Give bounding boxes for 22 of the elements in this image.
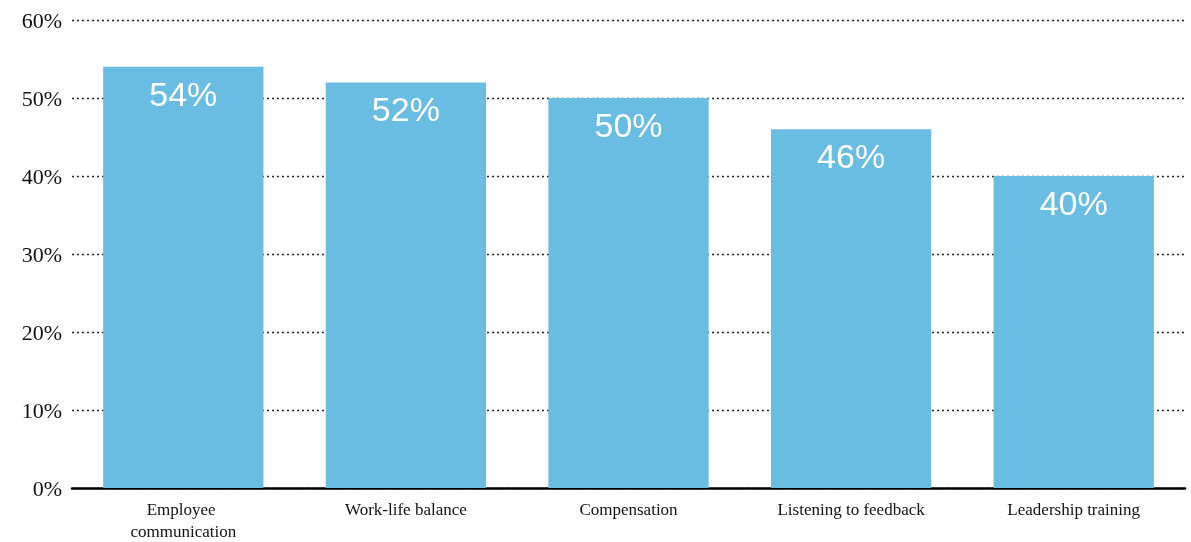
y-tick-label: 20% bbox=[21, 319, 62, 345]
x-tick-label: Work-life balance bbox=[344, 499, 467, 519]
x-tick-label: Employee communication bbox=[130, 499, 237, 541]
x-tick-label: Listening to feedback bbox=[777, 499, 926, 519]
x-tick-label: Compensation bbox=[579, 499, 679, 519]
data-label: 46% bbox=[817, 137, 886, 176]
bar bbox=[993, 176, 1154, 488]
y-tick-label: 60% bbox=[21, 7, 62, 33]
y-tick-label: 50% bbox=[21, 85, 62, 111]
data-label: 50% bbox=[594, 106, 663, 144]
bar bbox=[325, 82, 487, 488]
y-tick-label: 40% bbox=[21, 163, 62, 189]
y-tick-label: 0% bbox=[32, 475, 62, 501]
bar bbox=[103, 66, 264, 488]
data-label: 52% bbox=[371, 90, 440, 129]
data-label: 54% bbox=[149, 74, 218, 113]
data-label: 40% bbox=[1039, 184, 1108, 222]
bar bbox=[548, 98, 709, 488]
y-tick-label: 10% bbox=[21, 397, 62, 423]
x-tick-label: Leadership training bbox=[1007, 499, 1141, 519]
bar bbox=[770, 129, 932, 488]
y-tick-label: 30% bbox=[21, 241, 62, 267]
